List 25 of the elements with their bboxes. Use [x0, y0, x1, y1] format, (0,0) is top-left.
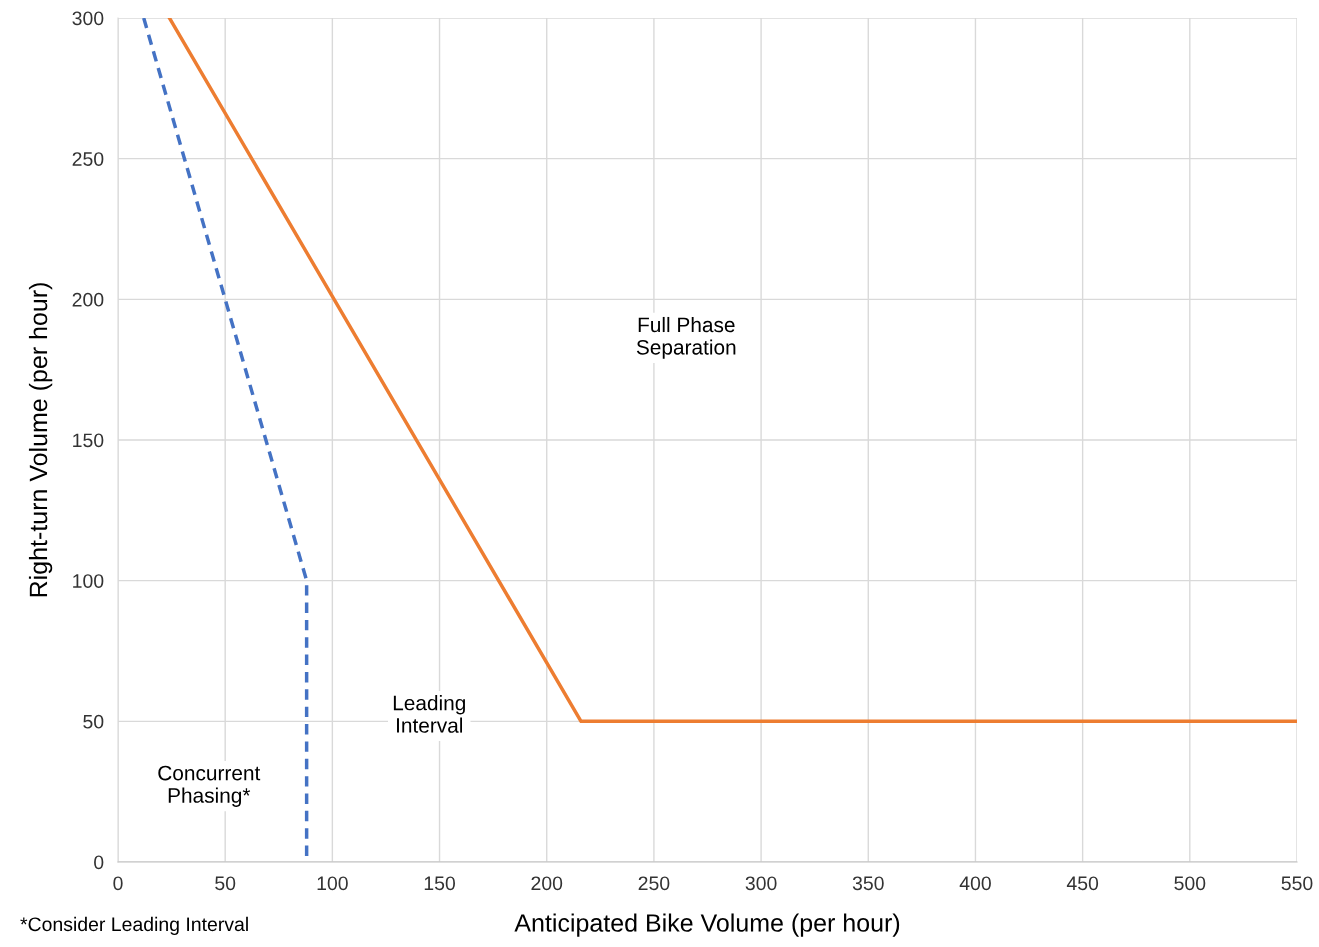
text: *Consider Leading Interval [20, 916, 248, 935]
y-axis-title: Right-turn Volume (per hour) [28, 283, 53, 597]
y-tick-label: 100 [73, 574, 104, 588]
annotation: Full Phase Separation [636, 316, 736, 359]
x-tick-label: 550 [1281, 876, 1313, 891]
annotation: Concurrent Phasing* [158, 765, 261, 807]
y-tick-label: 0 [94, 855, 104, 870]
x-tick-label: 150 [424, 876, 456, 891]
y-tick-label: 50 [83, 714, 104, 729]
x-tick-label: 450 [1066, 876, 1099, 891]
y-tick-label: 150 [73, 433, 104, 448]
y-tick-label: 300 [72, 11, 104, 26]
x-axis-title: Anticipated Bike Volume (per hour) [514, 913, 900, 937]
x-tick-label: 500 [1174, 876, 1206, 891]
y-tick-label: 200 [72, 292, 104, 307]
x-tick-label: 300 [745, 876, 777, 891]
x-tick-label: 250 [638, 876, 670, 891]
y-tick-label: 250 [72, 152, 104, 166]
x-tick-label: 100 [317, 876, 348, 891]
x-tick-label: 350 [852, 876, 884, 891]
x-tick-label: 50 [215, 876, 236, 891]
x-tick-label: 400 [959, 876, 991, 891]
annotation: Leading Interval [393, 695, 465, 733]
x-tick-label: 200 [531, 876, 563, 891]
x-tick-label: 0 [113, 876, 123, 891]
